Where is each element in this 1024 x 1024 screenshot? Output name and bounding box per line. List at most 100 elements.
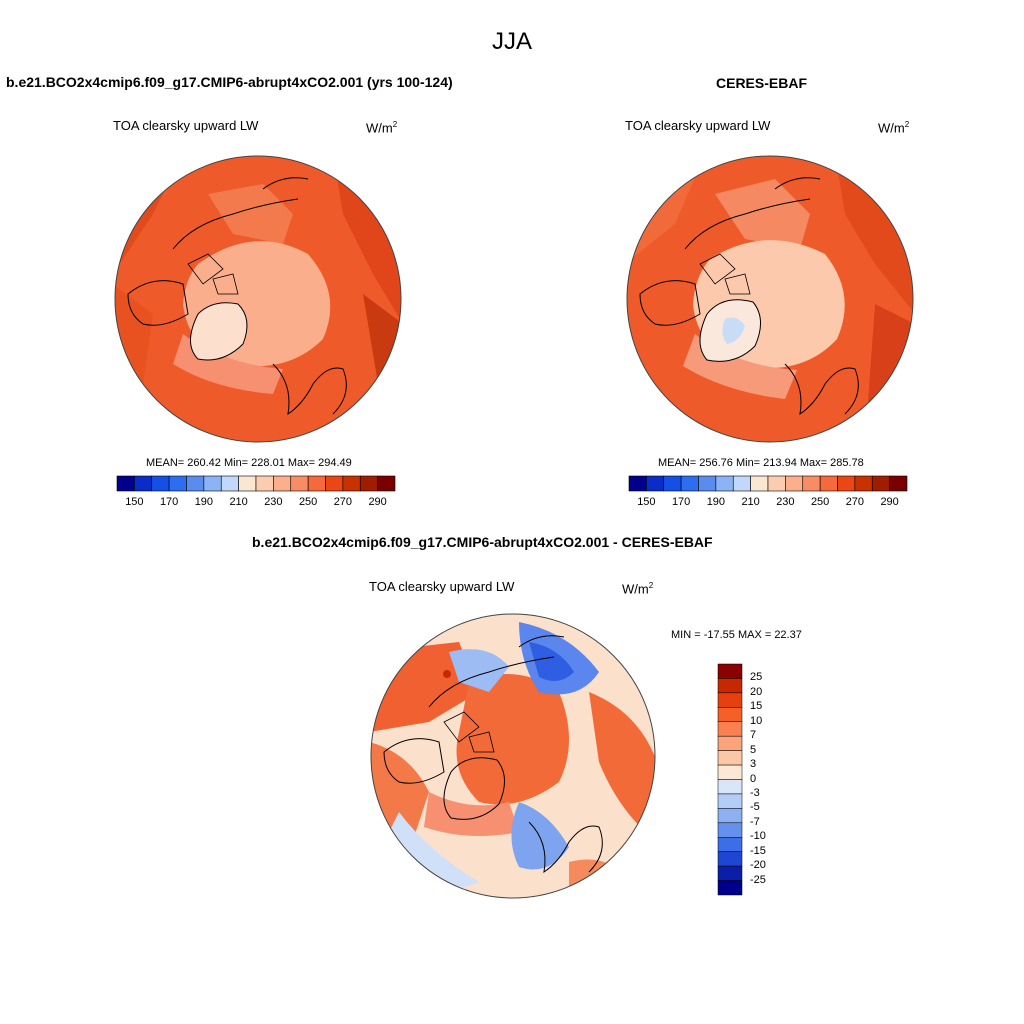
colorbar-tick-label: 230 bbox=[776, 496, 795, 508]
colorbar-swatch bbox=[802, 475, 821, 492]
colorbar-tick-label: 250 bbox=[810, 496, 830, 508]
colorbar-tick-label: 290 bbox=[368, 496, 387, 508]
diff-map-region bbox=[424, 792, 519, 836]
diff-coastline bbox=[528, 821, 603, 874]
diff-coastline bbox=[443, 711, 495, 753]
colorbar-swatch bbox=[273, 475, 292, 492]
colorbar-tick-label: 290 bbox=[880, 496, 899, 508]
diff-map-region bbox=[529, 642, 574, 681]
colorbar-swatch bbox=[717, 822, 743, 838]
obs-colorbar-ticks: 150 170 190 210 230 250 270 290 bbox=[629, 496, 907, 510]
obs-map-region bbox=[722, 317, 745, 344]
colorbar-swatch bbox=[168, 475, 187, 492]
colorbar-tick-label: 3 bbox=[750, 758, 757, 771]
colorbar-swatch bbox=[717, 678, 743, 694]
colorbar-tick-label: 170 bbox=[671, 496, 691, 508]
model-coastline bbox=[187, 253, 239, 295]
colorbar-swatch bbox=[767, 475, 786, 492]
colorbar-swatch bbox=[307, 475, 326, 492]
colorbar-swatch bbox=[854, 475, 873, 492]
colorbar-swatch bbox=[717, 793, 743, 809]
colorbar-swatch bbox=[186, 475, 205, 492]
figure-title: JJA bbox=[491, 28, 532, 55]
colorbar-swatch bbox=[377, 475, 396, 492]
obs-map-region bbox=[715, 179, 810, 249]
colorbar-tick-label: 150 bbox=[637, 496, 656, 508]
diff-polar-map bbox=[370, 613, 656, 899]
colorbar-swatch bbox=[717, 707, 743, 722]
colorbar-tick-label: 15 bbox=[750, 700, 763, 713]
obs-coastline bbox=[784, 363, 859, 416]
model-map-region bbox=[190, 302, 247, 360]
colorbar-tick-label: -20 bbox=[750, 859, 766, 872]
colorbar-swatch bbox=[628, 475, 647, 492]
obs-colorbar bbox=[628, 475, 908, 492]
colorbar-swatch bbox=[819, 475, 838, 492]
model-panel-title: b.e21.BCO2x4cmip6.f09_g17.CMIP6-abrupt4x… bbox=[6, 74, 453, 90]
colorbar-swatch bbox=[342, 475, 361, 492]
colorbar-tick-label: 25 bbox=[750, 671, 763, 684]
model-map-border bbox=[114, 155, 402, 443]
colorbar-swatch bbox=[715, 475, 734, 492]
colorbar-tick-label: 270 bbox=[333, 496, 353, 508]
colorbar-swatch bbox=[717, 851, 743, 867]
colorbar-swatch bbox=[717, 764, 743, 780]
model-coastline bbox=[172, 198, 299, 250]
colorbar-tick-label: 10 bbox=[750, 714, 763, 727]
obs-coastline bbox=[699, 253, 751, 295]
diff-map-region bbox=[511, 802, 569, 870]
colorbar-swatch bbox=[717, 779, 743, 795]
colorbar-tick-label: 20 bbox=[750, 685, 763, 698]
diff-colorbar bbox=[717, 663, 743, 896]
obs-coastline bbox=[684, 198, 811, 250]
colorbar-swatch bbox=[220, 475, 239, 492]
colorbar-tick-label: 7 bbox=[750, 729, 757, 742]
diff-map-region bbox=[589, 692, 655, 842]
colorbar-swatch bbox=[238, 475, 257, 492]
colorbar-tick-label: -5 bbox=[750, 801, 760, 814]
obs-units-label: W/m2 bbox=[878, 120, 910, 136]
obs-coastline bbox=[774, 177, 821, 190]
colorbar-swatch bbox=[750, 475, 769, 492]
colorbar-swatch bbox=[698, 475, 717, 492]
colorbar-tick-label: 0 bbox=[750, 772, 757, 785]
diff-coastline bbox=[443, 757, 505, 820]
colorbar-swatch bbox=[151, 475, 170, 492]
diff-stats: MIN = -17.55 MAX = 22.37 bbox=[671, 629, 802, 641]
colorbar-swatch bbox=[134, 475, 153, 492]
colorbar-tick-label: 250 bbox=[298, 496, 318, 508]
colorbar-swatch bbox=[717, 865, 743, 881]
colorbar-tick-label: 210 bbox=[741, 496, 760, 508]
model-colorbar bbox=[116, 475, 396, 492]
model-colorbar-ticks: 150 170 190 210 230 250 270 290 bbox=[117, 496, 395, 510]
colorbar-swatch bbox=[290, 475, 309, 492]
diff-colorbar-ticks: 25 20 15 10 7 5 3 0 -3 -5 -7 -10 -15 -20 -25 bbox=[748, 664, 788, 895]
colorbar-tick-label: 270 bbox=[845, 496, 865, 508]
colorbar-swatch bbox=[203, 475, 222, 492]
colorbar-swatch bbox=[646, 475, 665, 492]
colorbar-tick-label: -7 bbox=[750, 815, 760, 828]
obs-map-border bbox=[626, 155, 914, 443]
colorbar-swatch bbox=[871, 475, 890, 492]
diff-map-region bbox=[569, 859, 629, 898]
colorbar-tick-label: -3 bbox=[750, 786, 760, 799]
diff-map-region bbox=[456, 674, 569, 805]
colorbar-tick-label: 190 bbox=[194, 496, 214, 508]
obs-coastline bbox=[699, 299, 761, 362]
diff-map-region bbox=[449, 649, 509, 692]
colorbar-swatch bbox=[732, 475, 751, 492]
obs-variable-label: TOA clearsky upward LW bbox=[625, 118, 771, 133]
diff-units-label: W/m2 bbox=[622, 581, 654, 597]
obs-panel-title: CERES-EBAF bbox=[716, 75, 808, 91]
colorbar-swatch bbox=[255, 475, 274, 492]
colorbar-tick-label: -15 bbox=[750, 844, 766, 857]
colorbar-tick-label: 190 bbox=[706, 496, 726, 508]
diff-coastline bbox=[383, 738, 445, 784]
colorbar-swatch bbox=[359, 475, 378, 492]
model-stats: MEAN= 260.42 Min= 228.01 Max= 294.49 bbox=[146, 457, 352, 469]
model-coastline bbox=[127, 280, 189, 326]
colorbar-swatch bbox=[717, 721, 743, 737]
obs-polar-map bbox=[626, 155, 914, 443]
colorbar-tick-label: 150 bbox=[125, 496, 144, 508]
model-coastline bbox=[262, 177, 309, 190]
